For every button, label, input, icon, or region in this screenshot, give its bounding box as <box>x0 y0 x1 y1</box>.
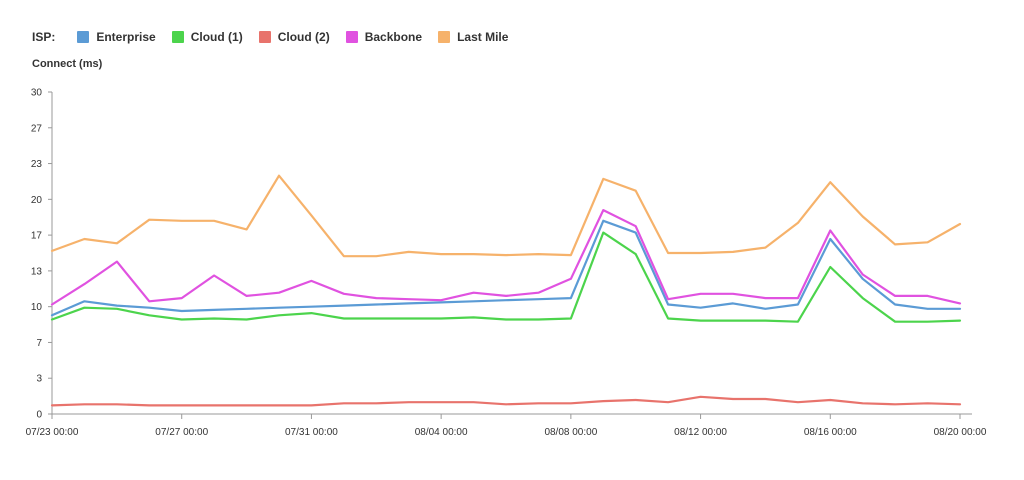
series-lines <box>50 174 962 407</box>
y-tick-label: 0 <box>36 410 42 421</box>
series-line-backbone[interactable] <box>50 209 962 306</box>
y-tick-label: 3 <box>36 374 42 385</box>
y-tick-label: 23 <box>31 159 43 170</box>
legend-swatch-enterprise <box>77 31 90 43</box>
legend-label-cloud-2: Cloud (2) <box>277 30 330 44</box>
x-tick-label: 08/20 00:00 <box>934 427 987 438</box>
x-tick-label: 08/16 00:00 <box>804 427 857 438</box>
x-tick-label: 07/27 00:00 <box>155 427 208 438</box>
x-tick-label: 08/08 00:00 <box>544 427 597 438</box>
legend-swatch-last-mile <box>438 31 451 43</box>
x-tick-label: 07/23 00:00 <box>26 427 79 438</box>
legend-item-cloud-1[interactable]: Cloud (1) <box>171 30 243 44</box>
y-tick-label: 20 <box>31 195 43 206</box>
x-tick-label: 07/31 00:00 <box>285 427 338 438</box>
y-tick-label: 30 <box>31 88 43 99</box>
x-axis: 07/23 00:00 07/27 00:00 07/31 00:00 08/04 0… <box>26 413 987 438</box>
y-axis: 0 3 7 10 13 17 20 23 27 30 <box>31 88 53 421</box>
series-line-cloud-1[interactable] <box>50 231 962 323</box>
legend-item-enterprise[interactable]: Enterprise <box>77 30 156 44</box>
legend-label-cloud-1: Cloud (1) <box>190 30 243 44</box>
y-tick-label: 27 <box>31 123 43 134</box>
y-tick-label: 7 <box>36 338 42 349</box>
x-tick-label: 08/12 00:00 <box>674 427 727 438</box>
legend-item-backbone[interactable]: Backbone <box>345 30 423 44</box>
legend: ISP: Enterprise Cloud (1) Cloud (2) Back… <box>32 28 524 46</box>
legend-swatch-backbone <box>345 31 358 43</box>
legend-swatch-cloud-2 <box>258 31 271 43</box>
series-line-cloud-2[interactable] <box>50 395 962 407</box>
y-tick-label: 13 <box>31 266 43 277</box>
x-tick-label: 08/04 00:00 <box>415 427 468 438</box>
series-line-enterprise[interactable] <box>50 219 962 317</box>
legend-label-backbone: Backbone <box>364 30 423 44</box>
legend-label-last-mile: Last Mile <box>457 30 509 44</box>
legend-item-cloud-2[interactable]: Cloud (2) <box>258 30 330 44</box>
legend-label-enterprise: Enterprise <box>96 30 156 44</box>
legend-prefix: ISP: <box>32 30 56 44</box>
y-tick-label: 17 <box>31 231 43 242</box>
legend-item-last-mile[interactable]: Last Mile <box>438 30 508 44</box>
y-tick-label: 10 <box>31 302 43 313</box>
series-line-last-mile[interactable] <box>50 174 962 258</box>
y-axis-label: Connect (ms) <box>32 58 103 70</box>
legend-swatch-cloud-1 <box>171 31 184 43</box>
